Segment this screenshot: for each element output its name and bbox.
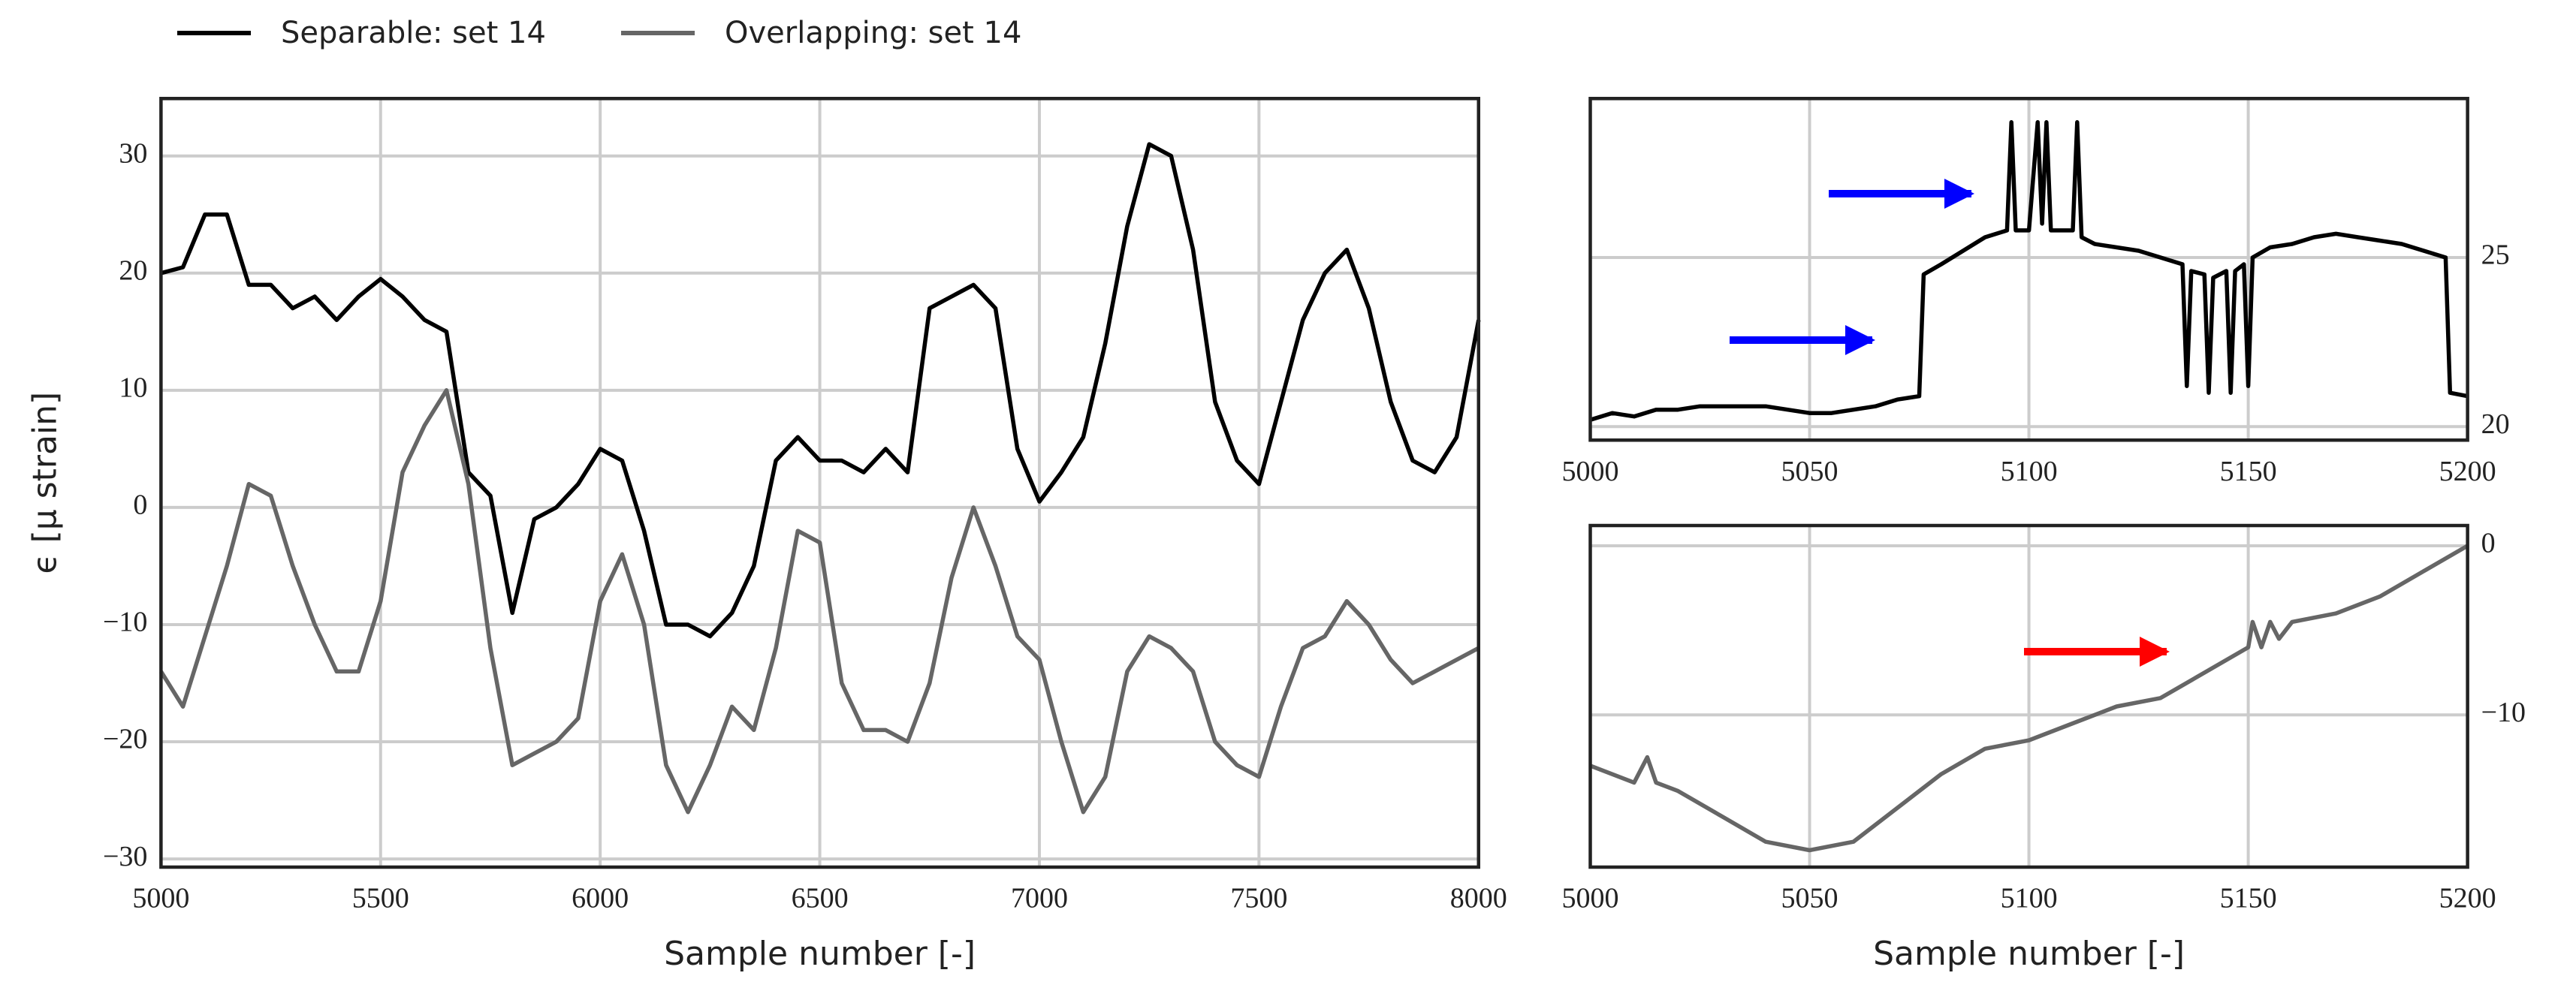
x-tick-label: 5150: [2220, 456, 2277, 487]
y-tick-label: 0: [133, 489, 147, 521]
y-tick-label: 30: [119, 137, 147, 169]
x-tick-label: 8000: [1450, 883, 1507, 914]
y-tick-label: 20: [119, 255, 147, 286]
series-line: [1589, 120, 2469, 422]
plot-area: [1589, 544, 2469, 853]
plot-frame: [159, 97, 1480, 869]
y-tick-label: −20: [103, 724, 147, 755]
x-tick-label: 6000: [572, 883, 629, 914]
annotation-arrows: [1730, 179, 2170, 667]
x-tick-label: 7500: [1230, 883, 1287, 914]
y-tick-label: −10: [2481, 697, 2526, 728]
y-axis-label: ϵ [μ strain]: [26, 392, 64, 574]
x-tick-label: 5200: [2439, 456, 2496, 487]
x-tick-label: 7000: [1011, 883, 1068, 914]
y-tick-label: −30: [103, 841, 147, 872]
x-tick-label: 5000: [1562, 456, 1619, 487]
x-axis-label: Sample number [-]: [664, 935, 976, 973]
series-line: [159, 388, 1480, 815]
plot-area: [1589, 120, 2469, 422]
x-tick-label: 5200: [2439, 883, 2496, 914]
x-tick-label: 5500: [352, 883, 409, 914]
x-tick-label: 6500: [792, 883, 849, 914]
x-tick-label: 5050: [1781, 883, 1838, 914]
plot-frame: [1588, 523, 2469, 869]
series-line: [1589, 544, 2469, 853]
legend-label: Separable: set 14: [281, 16, 546, 50]
y-tick-label: 10: [119, 372, 147, 404]
x-tick-label: 5150: [2220, 883, 2277, 914]
y-tick-label: −10: [103, 607, 147, 638]
x-tick-label: 5050: [1781, 456, 1838, 487]
x-tick-label: 5100: [2001, 456, 2058, 487]
series-line: [160, 142, 1481, 639]
x-tick-label: 5100: [2001, 883, 2058, 914]
x-tick-label: 5000: [1562, 883, 1619, 914]
x-axis-label: Sample number [-]: [1873, 935, 2185, 973]
y-tick-label: 20: [2481, 408, 2510, 440]
plot-area: [159, 142, 1481, 815]
y-tick-label: 0: [2481, 528, 2496, 559]
legend-label: Overlapping: set 14: [725, 16, 1021, 50]
x-tick-label: 5000: [132, 883, 189, 914]
plot-frame: [1588, 97, 2469, 442]
y-tick-label: 25: [2481, 239, 2510, 271]
